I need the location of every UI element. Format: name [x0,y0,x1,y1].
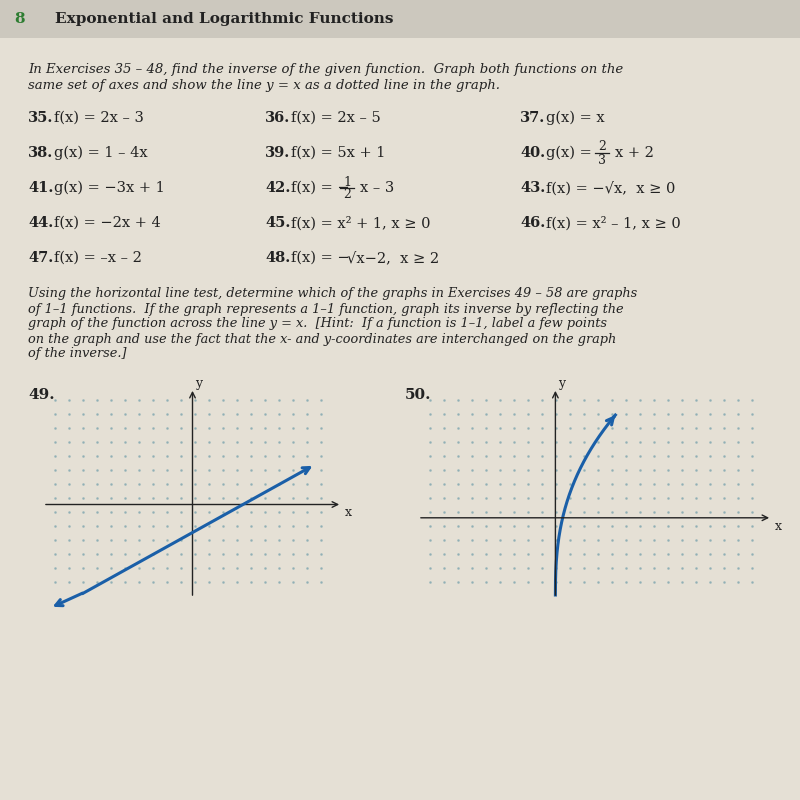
Text: of the inverse.]: of the inverse.] [28,347,126,361]
Text: 39.: 39. [265,146,290,160]
Text: x – 3: x – 3 [360,181,394,195]
Text: 38.: 38. [28,146,54,160]
Text: x + 2: x + 2 [615,146,654,160]
Text: f(x) = x² + 1, x ≥ 0: f(x) = x² + 1, x ≥ 0 [291,216,430,230]
Text: 43.: 43. [520,181,546,195]
Text: same set of axes and show the line y = x as a dotted line in the graph.: same set of axes and show the line y = x… [28,79,500,93]
Text: 47.: 47. [28,251,54,265]
Text: Using the horizontal line test, determine which of the graphs in Exercises 49 – : Using the horizontal line test, determin… [28,287,638,301]
Text: of 1–1 functions.  If the graph represents a 1–1 function, graph its inverse by : of 1–1 functions. If the graph represent… [28,302,624,315]
Text: g(x) =: g(x) = [546,146,592,160]
Text: y: y [195,378,202,390]
Text: 48.: 48. [265,251,290,265]
Text: In Exercises 35 – 48, find the inverse of the given function.  Graph both functi: In Exercises 35 – 48, find the inverse o… [28,63,623,77]
Text: f(x) = 2x – 5: f(x) = 2x – 5 [291,111,381,125]
Text: f(x) = −: f(x) = − [291,251,350,265]
Text: f(x) = −2x + 4: f(x) = −2x + 4 [54,216,161,230]
Text: 1: 1 [343,175,351,189]
Text: 2: 2 [598,141,606,154]
Text: x: x [345,506,352,519]
Text: 45.: 45. [265,216,290,230]
Text: Exponential and Logarithmic Functions: Exponential and Logarithmic Functions [55,12,394,26]
Text: on the graph and use the fact that the x- and y-coordinates are interchanged on : on the graph and use the fact that the x… [28,333,616,346]
Text: g(x) = 1 – 4x: g(x) = 1 – 4x [54,146,148,160]
Text: f(x) = x² – 1, x ≥ 0: f(x) = x² – 1, x ≥ 0 [546,216,681,230]
Text: 40.: 40. [520,146,545,160]
Text: 44.: 44. [28,216,54,230]
Text: f(x) = −: f(x) = − [291,181,350,195]
Text: 41.: 41. [28,181,54,195]
Text: f(x) = –x – 2: f(x) = –x – 2 [54,251,142,265]
Text: 49.: 49. [28,388,54,402]
Bar [0,0,800,38]
Text: 42.: 42. [265,181,290,195]
Text: 46.: 46. [520,216,546,230]
Text: 3: 3 [598,154,606,166]
Text: 50.: 50. [405,388,431,402]
Text: 37.: 37. [520,111,546,125]
Text: 2: 2 [343,189,351,202]
Text: f(x) = −√x,  x ≥ 0: f(x) = −√x, x ≥ 0 [546,181,675,195]
Text: g(x) = x: g(x) = x [546,111,605,125]
Text: 36.: 36. [265,111,290,125]
Text: graph of the function across the line y = x.  [Hint:  If a function is 1–1, labe: graph of the function across the line y … [28,318,607,330]
Text: 35.: 35. [28,111,54,125]
Text: x: x [775,520,782,533]
Text: f(x) = 2x – 3: f(x) = 2x – 3 [54,111,144,125]
Text: g(x) = −3x + 1: g(x) = −3x + 1 [54,181,165,195]
Text: 8: 8 [14,12,25,26]
Text: √x−2,  x ≥ 2: √x−2, x ≥ 2 [347,251,439,265]
Text: f(x) = 5x + 1: f(x) = 5x + 1 [291,146,386,160]
Text: y: y [558,378,566,390]
